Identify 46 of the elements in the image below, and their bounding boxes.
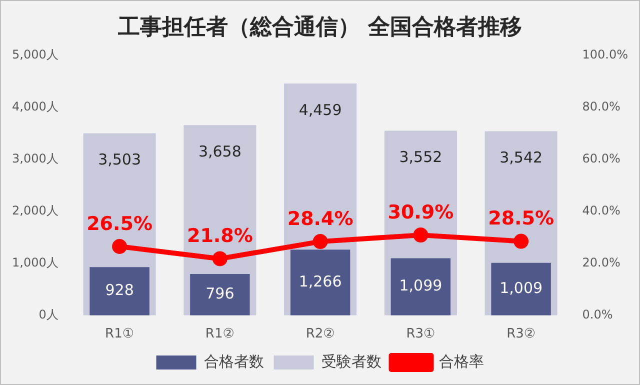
- point: [312, 234, 328, 250]
- y2-tick-label: 40.0%: [582, 204, 620, 218]
- data-label: 28.4%: [287, 208, 354, 230]
- y2-tick-label: 100.0%: [582, 48, 628, 62]
- legend-label: 合格率: [438, 352, 484, 370]
- data-label: 28.5%: [488, 208, 554, 230]
- data-label: 1,099: [399, 276, 442, 295]
- data-label: 4,459: [298, 100, 342, 119]
- data-label: 3,552: [399, 148, 442, 166]
- data-label: 30.9%: [388, 201, 454, 224]
- y2-tick-label: 0.0%: [582, 308, 613, 322]
- y-tick-label: 0人: [38, 308, 58, 322]
- bar: [390, 258, 451, 316]
- legend-label: 合格者数: [204, 352, 264, 370]
- data-label: 21.8%: [186, 225, 253, 248]
- x-tick-label: R2②: [306, 326, 335, 342]
- y2-tick-label: 80.0%: [582, 100, 620, 114]
- point: [212, 251, 228, 266]
- y2-tick-label: 20.0%: [582, 256, 620, 270]
- bar: [491, 262, 551, 316]
- y-tick-label: 2,000人: [12, 204, 58, 218]
- x-tick-label: R3①: [406, 326, 436, 342]
- data-label: 3,658: [198, 142, 242, 161]
- x-tick-label: R1②: [205, 326, 234, 342]
- x-tick-label: R1①: [105, 326, 134, 342]
- bar: [290, 250, 350, 316]
- data-label: 1,266: [298, 272, 342, 290]
- chart-title: 工事担任者（総合通信） 全国合格者推移: [117, 14, 522, 40]
- data-label: 796: [206, 284, 234, 303]
- y-tick-label: 4,000人: [12, 100, 58, 114]
- x-tick-label: R3②: [506, 326, 536, 342]
- data-label: 3,542: [500, 148, 543, 167]
- point: [514, 234, 529, 249]
- y-tick-label: 5,000人: [12, 48, 58, 62]
- y-tick-label: 1,000人: [12, 256, 58, 270]
- data-label: 3,503: [98, 150, 142, 169]
- point: [112, 239, 128, 254]
- data-label: 1,009: [500, 279, 543, 298]
- bar: [190, 274, 250, 316]
- data-label: 928: [105, 281, 134, 300]
- bar: [90, 267, 150, 316]
- y-tick-label: 3,000人: [12, 152, 58, 166]
- data-label: 26.5%: [86, 212, 153, 235]
- legend-label: 受験者数: [321, 352, 382, 370]
- point: [413, 228, 428, 243]
- y2-tick-label: 60.0%: [582, 152, 620, 166]
